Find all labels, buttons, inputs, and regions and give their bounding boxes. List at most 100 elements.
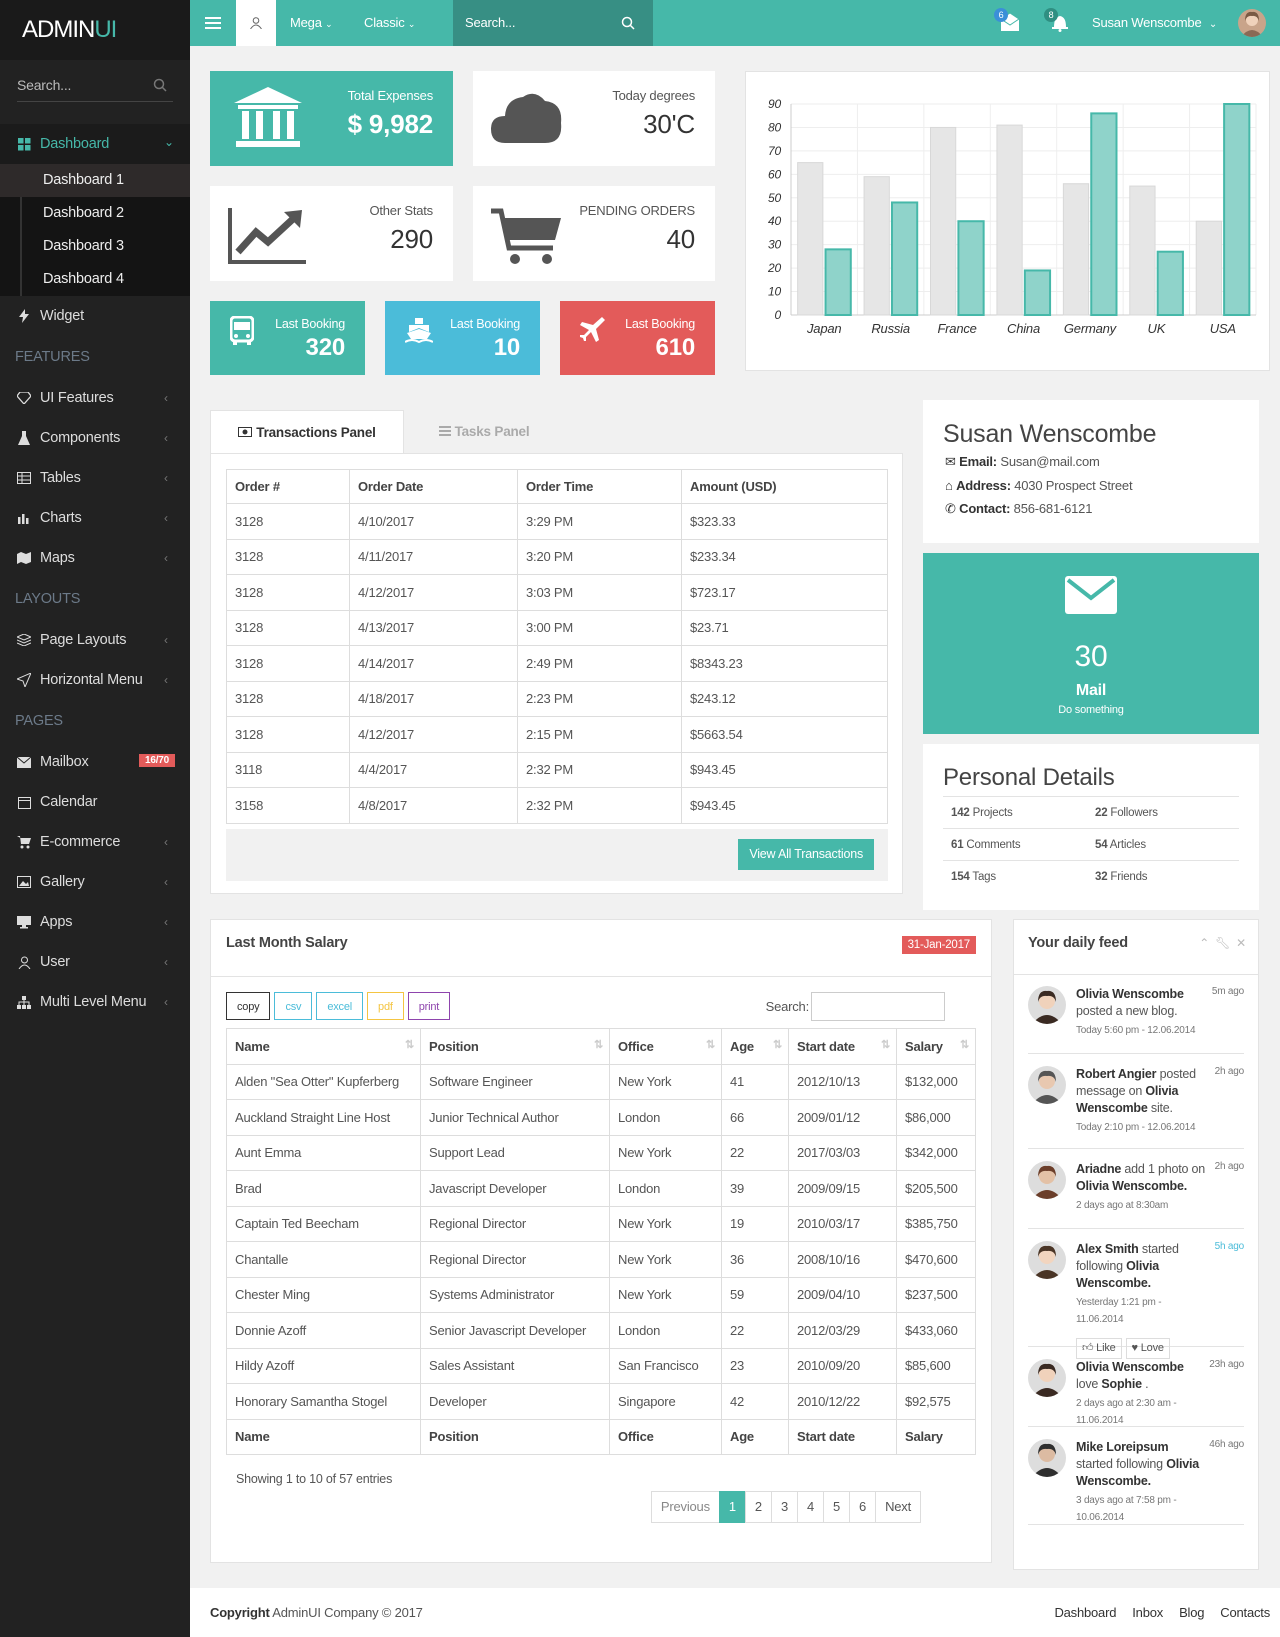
avatar[interactable]: [1028, 1161, 1066, 1199]
sidebar-search-input[interactable]: Search...: [17, 68, 173, 102]
avatar[interactable]: [1028, 1241, 1066, 1279]
tab-transactions[interactable]: Transactions Panel: [210, 410, 404, 454]
pdf-button[interactable]: pdf: [367, 992, 404, 1020]
page-button[interactable]: 2: [744, 1491, 772, 1523]
sidebar-item-apps[interactable]: Apps ‹: [0, 902, 190, 942]
mail-card[interactable]: 30 Mail Do something: [923, 553, 1259, 734]
column-header[interactable]: Order #: [226, 469, 350, 504]
footer-link-inbox[interactable]: Inbox: [1132, 1605, 1164, 1620]
chart-bar[interactable]: [1156, 250, 1184, 316]
sidebar-item-tables[interactable]: Tables ‹: [0, 458, 190, 498]
table-row[interactable]: Honorary Samantha Stogel Developer Singapo…: [226, 1383, 976, 1420]
sidebar-item-calendar[interactable]: Calendar: [0, 782, 190, 822]
chart-bar[interactable]: [890, 201, 919, 316]
view-all-transactions-button[interactable]: View All Transactions: [738, 839, 874, 870]
column-header[interactable]: Age ⇅: [721, 1028, 789, 1065]
table-row[interactable]: 3118 4/4/2017 2:32 PM $943.45: [226, 751, 888, 788]
table-row[interactable]: Brad Javascript Developer London 39 2009/09/…: [226, 1170, 976, 1207]
table-row[interactable]: 3128 4/13/2017 3:00 PM $23.71: [226, 609, 888, 646]
notifications-button[interactable]: 8: [1044, 8, 1072, 34]
avatar[interactable]: [1028, 1066, 1066, 1104]
chart-bar[interactable]: [863, 176, 890, 316]
chart-bar[interactable]: [1023, 269, 1052, 316]
copy-button[interactable]: copy: [226, 992, 271, 1020]
next-page-button[interactable]: Next: [875, 1491, 921, 1523]
csv-button[interactable]: csv: [274, 992, 313, 1020]
sidebar-item-user[interactable]: User ‹: [0, 942, 190, 982]
sidebar-item-dashboard-1[interactable]: Dashboard 1: [0, 164, 190, 197]
feed-item[interactable]: Robert Angier posted message on Olivia W…: [1028, 1054, 1244, 1149]
sidebar-item-maps[interactable]: Maps ‹: [0, 538, 190, 578]
footer-link-blog[interactable]: Blog: [1179, 1605, 1205, 1620]
sidebar-item-gallery[interactable]: Gallery ‹: [0, 862, 190, 902]
user-profile-dropdown[interactable]: Susan Wenscombe ⌄: [1092, 15, 1218, 30]
sidebar-item-widget[interactable]: Widget: [0, 296, 190, 336]
table-row[interactable]: 3128 4/11/2017 3:20 PM $233.34: [226, 538, 888, 575]
table-row[interactable]: 3158 4/8/2017 2:32 PM $943.45: [226, 787, 888, 824]
table-row[interactable]: Alden "Sea Otter" Kupferberg Software Eng…: [226, 1063, 976, 1100]
column-header[interactable]: Position ⇅: [420, 1028, 610, 1065]
chart-bar[interactable]: [996, 124, 1023, 316]
feed-item[interactable]: Alex Smith started following Olivia Wens…: [1028, 1229, 1244, 1359]
chart-bar[interactable]: [1129, 185, 1156, 316]
table-row[interactable]: Auckland Straight Line Host Junior Techni…: [226, 1099, 976, 1136]
sidebar-item-ecommerce[interactable]: E-commerce ‹: [0, 822, 190, 862]
column-header[interactable]: Start date ⇅: [788, 1028, 897, 1065]
chart-bar[interactable]: [824, 248, 852, 317]
close-icon[interactable]: ✕: [1236, 936, 1246, 950]
sidebar-item-page-layouts[interactable]: Page Layouts ‹: [0, 620, 190, 660]
tab-tasks[interactable]: Tasks Panel: [404, 410, 564, 454]
like-button[interactable]: 👍︎ Like: [1076, 1338, 1122, 1359]
chart-bar[interactable]: [797, 162, 824, 316]
page-button[interactable]: 3: [770, 1491, 798, 1523]
sidebar-item-ui-features[interactable]: UI Features ‹: [0, 378, 190, 418]
top-search-input[interactable]: Search...: [453, 0, 653, 46]
brand-logo[interactable]: ADMINUI: [0, 0, 190, 60]
feed-item[interactable]: Ariadne add 1 photo on Olivia Wenscombe.…: [1028, 1149, 1244, 1229]
chevron-up-icon[interactable]: ⌃: [1199, 936, 1210, 950]
table-row[interactable]: 3128 4/12/2017 3:03 PM $723.17: [226, 574, 888, 611]
table-row[interactable]: 3128 4/14/2017 2:49 PM $8343.23: [226, 645, 888, 682]
avatar[interactable]: [1028, 1439, 1066, 1477]
page-button[interactable]: 1: [718, 1491, 746, 1523]
feed-item[interactable]: Olivia Wenscombe love Sophie .2 days ago…: [1028, 1347, 1244, 1427]
sidebar-item-charts[interactable]: Charts ‹: [0, 498, 190, 538]
page-button[interactable]: 6: [849, 1491, 877, 1523]
chart-bar[interactable]: [1090, 112, 1118, 316]
wrench-icon[interactable]: 🔧︎: [1215, 936, 1231, 950]
feed-item[interactable]: Mike Loreipsum started following Olivia …: [1028, 1427, 1244, 1525]
avatar[interactable]: [1028, 986, 1066, 1024]
table-row[interactable]: Donnie Azoff Senior Javascript Developer L…: [226, 1312, 976, 1349]
excel-button[interactable]: excel: [316, 992, 364, 1020]
chart-bar[interactable]: [957, 220, 985, 317]
messages-button[interactable]: 6: [994, 8, 1022, 34]
love-button[interactable]: ♥ Love: [1125, 1338, 1170, 1359]
avatar[interactable]: [1028, 1359, 1066, 1397]
footer-link-contacts[interactable]: Contacts: [1220, 1605, 1270, 1620]
mega-menu-dropdown[interactable]: Mega ⌄: [290, 15, 333, 30]
page-button[interactable]: 5: [823, 1491, 851, 1523]
table-row[interactable]: Hildy Azoff Sales Assistant San Francisco 2…: [226, 1347, 976, 1384]
print-button[interactable]: print: [407, 992, 451, 1020]
table-row[interactable]: 3128 4/18/2017 2:23 PM $243.12: [226, 680, 888, 717]
chart-bar[interactable]: [930, 126, 957, 316]
avatar[interactable]: [1238, 9, 1266, 37]
sidebar-item-dashboard-3[interactable]: Dashboard 3: [20, 230, 190, 263]
sidebar-item-components[interactable]: Components ‹: [0, 418, 190, 458]
chart-bar[interactable]: [1062, 183, 1090, 316]
sidebar-item-dashboard-4[interactable]: Dashboard 4: [20, 263, 190, 296]
previous-page-button[interactable]: Previous: [650, 1491, 720, 1523]
column-header[interactable]: Salary ⇅: [896, 1028, 976, 1065]
sidebar-item-horizontal-menu[interactable]: Horizontal Menu ‹: [0, 660, 190, 700]
salary-search-input[interactable]: [811, 992, 945, 1021]
column-header[interactable]: Order Time: [517, 469, 682, 504]
sidebar-item-dashboard-2[interactable]: Dashboard 2: [20, 197, 190, 230]
hamburger-menu-button[interactable]: [190, 0, 236, 46]
classic-menu-dropdown[interactable]: Classic ⌄: [364, 15, 416, 30]
chart-bar[interactable]: [1223, 103, 1251, 316]
footer-link-dashboard[interactable]: Dashboard: [1054, 1605, 1117, 1620]
sidebar-item-dashboard[interactable]: Dashboard ⌄: [0, 124, 190, 164]
sidebar-item-multi-level-menu[interactable]: Multi Level Menu ‹: [0, 982, 190, 1022]
table-row[interactable]: Chester Ming Systems Administrator New Yor…: [226, 1276, 976, 1313]
page-button[interactable]: 4: [796, 1491, 824, 1523]
